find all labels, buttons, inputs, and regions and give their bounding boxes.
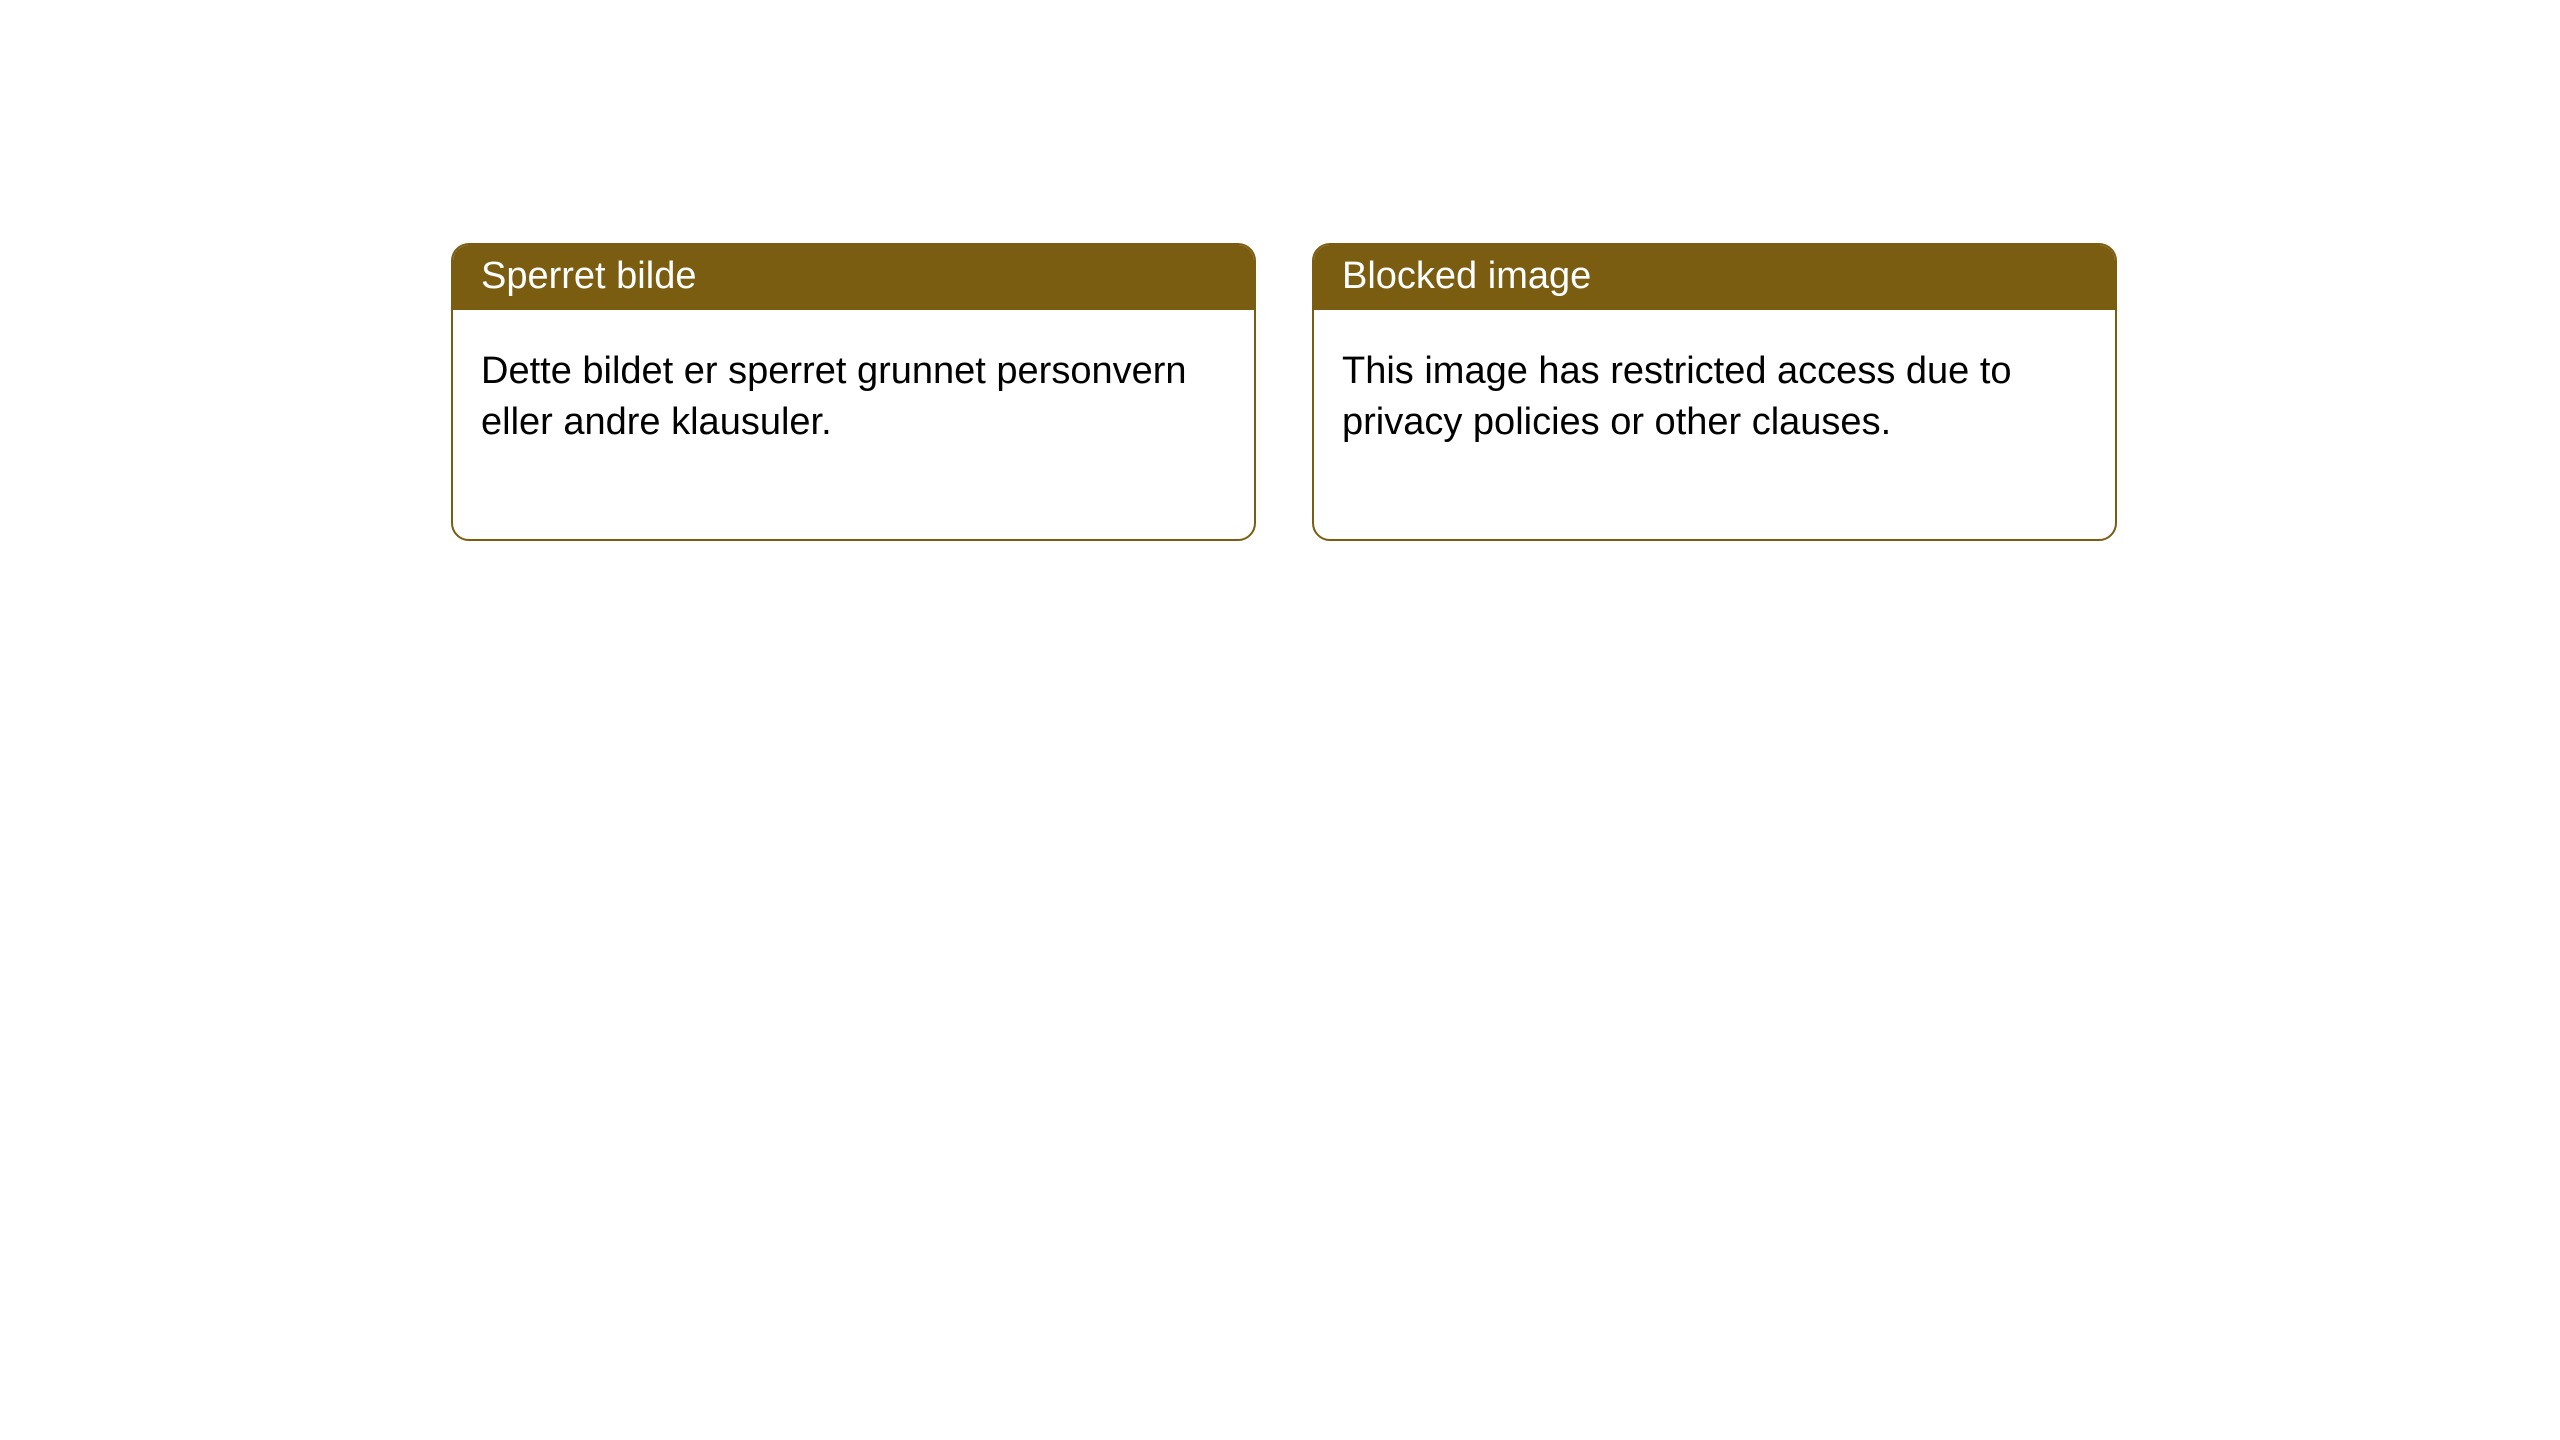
notice-body: Dette bildet er sperret grunnet personve…	[453, 310, 1254, 539]
notice-container: Sperret bilde Dette bildet er sperret gr…	[0, 0, 2560, 541]
notice-card-english: Blocked image This image has restricted …	[1312, 243, 2117, 541]
notice-title: Blocked image	[1314, 245, 2115, 310]
notice-card-norwegian: Sperret bilde Dette bildet er sperret gr…	[451, 243, 1256, 541]
notice-title: Sperret bilde	[453, 245, 1254, 310]
notice-body: This image has restricted access due to …	[1314, 310, 2115, 539]
